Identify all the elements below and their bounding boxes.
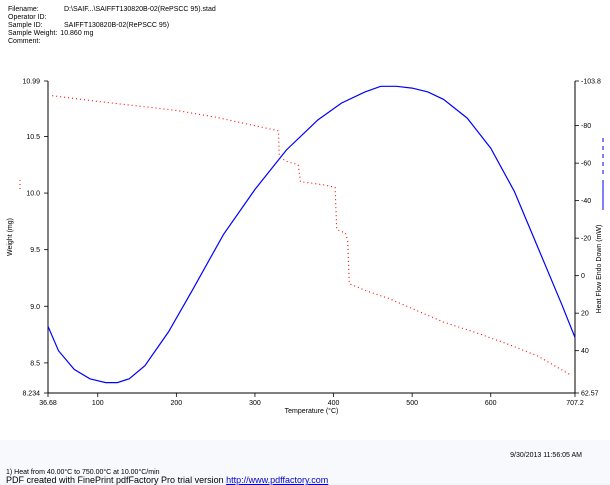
heat-flow-line — [47, 85, 576, 384]
y2-tick-label: 20 — [581, 311, 589, 318]
x-tick-label: 300 — [249, 400, 261, 407]
series-layer — [47, 85, 576, 384]
pdf-notice-text: PDF created with FinePrint pdfFactory Pr… — [6, 475, 227, 485]
footer: 9/30/2013 11:56:05 AM 1) Heat from 40.00… — [0, 440, 610, 485]
weight-line — [52, 95, 570, 375]
sample-id-row: Sample ID: SAIFFT130820B-02(RePSCC 95) — [8, 22, 170, 29]
tga-dsc-chart: 36.68 100 200 300 400 500 600 707.2 8.2348.59.0… — [7, 79, 604, 415]
y-tick-label: 10.0 — [26, 191, 40, 198]
y2-tick-label: 40 — [581, 348, 589, 355]
comment-row: Comment: — [8, 38, 41, 45]
sample-info-panel: Filename: D:\SAIF...\SAIFFT130820B-02(ReP… — [0, 0, 610, 65]
x-axis: 36.68 100 200 300 400 500 600 707.2 — [39, 393, 584, 407]
y2-tick-label: -40 — [581, 198, 591, 205]
x-tick-label: 36.68 — [39, 400, 57, 407]
x-axis-label: Temperature (°C) — [285, 407, 339, 415]
timestamp: 9/30/2013 11:56:05 AM — [510, 452, 582, 459]
y2-tick-label: -60 — [581, 161, 591, 168]
pdf-notice: PDF created with FinePrint pdfFactory Pr… — [6, 475, 328, 485]
y2-tick-label: 0 — [581, 273, 585, 280]
y-axis-right: 62.57 40 20 0 -20 -40 -60 -80 -103.8 — [575, 79, 601, 398]
pdffactory-link[interactable]: http://www.pdffactory.com — [226, 475, 329, 485]
y-tick-label: 8.5 — [30, 360, 40, 367]
y-tick-label: 9.5 — [30, 247, 40, 254]
y2-tick-label: -103.8 — [581, 79, 601, 86]
operator-row: Operator ID: — [8, 14, 47, 21]
plot-frame — [47, 81, 576, 394]
method-description: 1) Heat from 40.00°C to 750.00°C at 10.0… — [6, 469, 160, 476]
filename-row: Filename: D:\SAIF...\SAIFFT130820B-02(ReP… — [8, 6, 216, 13]
y2-axis-label: Heat Flow Endo Down (mW) — [596, 225, 603, 314]
x-tick-label: 500 — [406, 400, 418, 407]
y-axis-label: Weight (mg) — [7, 218, 14, 256]
y2-tick-label: 62.57 — [581, 391, 599, 398]
y-tick-label: 10.5 — [26, 134, 40, 141]
chart-panel: 36.68 100 200 300 400 500 600 707.2 8.234 8.5 9.0… — [0, 64, 610, 440]
x-tick-label: 600 — [485, 400, 497, 407]
x-tick-label: 400 — [328, 400, 340, 407]
y-tick-label: 10.99 — [22, 79, 40, 86]
y-axis-left: 8.234 8.5 9.0 9.5 10.0 10.5 10.99 — [22, 79, 48, 398]
y-tick-label: 9.0 — [30, 304, 40, 311]
x-tick-label: 100 — [92, 400, 104, 407]
y2-tick-label: -20 — [581, 236, 591, 243]
y-tick-label: 8.234 — [22, 391, 40, 398]
x-tick-label: 707.2 — [566, 400, 584, 407]
y2-tick-label: -80 — [581, 123, 591, 130]
series-legend-keys — [19, 138, 604, 210]
x-tick-label: 200 — [171, 400, 183, 407]
sample-weight-row: Sample Weight: 10.860 mg — [8, 30, 94, 37]
